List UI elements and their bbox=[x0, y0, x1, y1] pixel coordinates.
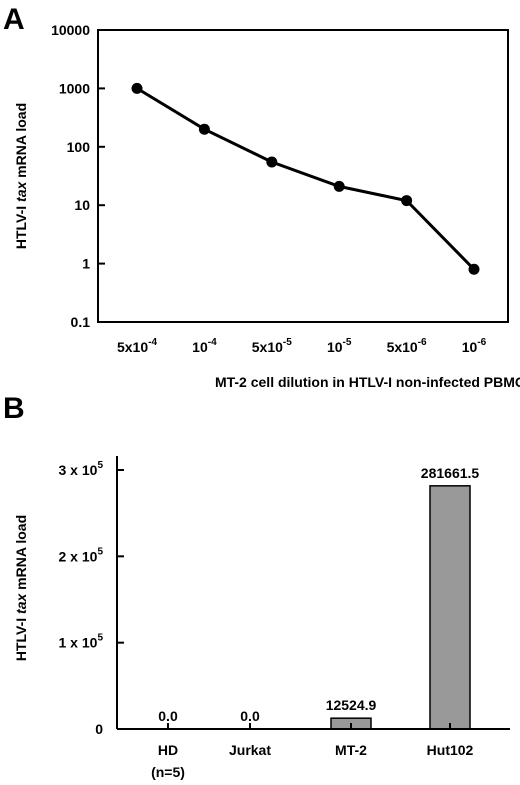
category-label-b: Hut102 bbox=[427, 742, 474, 758]
category-label-b: Jurkat bbox=[229, 742, 271, 758]
data-points-a bbox=[131, 82, 480, 275]
x-tick-base-a: 10 bbox=[327, 339, 343, 355]
y-axis-label-b: HTLV-I tax mRNA load bbox=[13, 515, 29, 661]
data-point-a bbox=[333, 180, 345, 192]
x-tick-label-a: 10-6 bbox=[462, 337, 487, 355]
data-point-a bbox=[401, 195, 413, 207]
y-tick-exp-b: 5 bbox=[97, 633, 103, 644]
y-tick-exp-b: 5 bbox=[97, 460, 103, 471]
x-tick-exp-a: -5 bbox=[283, 337, 292, 348]
data-point-a bbox=[131, 82, 143, 94]
y-axis-label-a-post: mRNA load bbox=[13, 103, 29, 182]
data-point-a bbox=[266, 156, 278, 168]
data-point-a bbox=[198, 123, 210, 135]
y-tick-label-a: 100 bbox=[67, 139, 91, 155]
x-tick-base-a: 5x10 bbox=[252, 339, 283, 355]
y-tick-base-b: 3 x 10 bbox=[59, 462, 98, 478]
x-tick-label-a: 5x10-6 bbox=[387, 337, 427, 355]
panel-letter-a: A bbox=[3, 3, 25, 36]
x-tick-label-a: 10-4 bbox=[192, 337, 217, 355]
data-label-b: 281661.5 bbox=[421, 465, 480, 481]
y-tick-label-b: 2 x 105 bbox=[59, 546, 104, 564]
panel-letter-b: B bbox=[3, 392, 25, 425]
x-tick-exp-a: -6 bbox=[477, 337, 486, 348]
y-axis-label-b-post: mRNA load bbox=[13, 515, 29, 594]
x-tick-exp-a: -4 bbox=[208, 337, 217, 348]
y-tick-label-b: 3 x 105 bbox=[59, 460, 104, 478]
y-tick-label-a: 10 bbox=[74, 197, 90, 213]
y-tick-label-a: 0.1 bbox=[71, 314, 91, 330]
x-tick-base-a: 5x10 bbox=[387, 339, 418, 355]
category-label-b: MT-2 bbox=[335, 742, 367, 758]
x-tick-exp-a: -6 bbox=[418, 337, 427, 348]
y-tick-label-a: 10000 bbox=[51, 22, 90, 38]
x-tick-exp-a: -5 bbox=[343, 337, 352, 348]
x-axis-label-a: MT-2 cell dilution in HTLV-I non-infecte… bbox=[215, 374, 520, 390]
bar-hut102 bbox=[429, 485, 471, 730]
x-tick-base-a: 5x10 bbox=[117, 339, 148, 355]
data-point-a bbox=[468, 263, 480, 275]
y-tick-base-b: 2 x 10 bbox=[59, 548, 98, 564]
y-tick-base-b: 1 x 10 bbox=[59, 635, 98, 651]
data-label-b: 0.0 bbox=[158, 708, 178, 724]
x-tick-label-a: 5x10-4 bbox=[117, 337, 157, 355]
y-axis-label-a-ital: tax bbox=[13, 180, 29, 201]
y-axis-label-a: HTLV-I tax mRNA load bbox=[13, 103, 29, 249]
x-ticks-b: HD (n=5) Jurkat MT-2 Hut102 bbox=[151, 723, 474, 780]
bars-b: 0.0 0.0 12524.9 281661.5 bbox=[158, 465, 480, 730]
x-ticks-a: 5x10-4 10-4 5x10-5 10-5 5x10-6 10-6 bbox=[117, 337, 487, 355]
y-tick-exp-b: 5 bbox=[97, 546, 103, 557]
category-label-b: HD bbox=[158, 742, 178, 758]
y-axis-label-b-ital: tax bbox=[13, 592, 29, 613]
category-sublabel-b: (n=5) bbox=[151, 764, 185, 780]
y-tick-label-a: 1000 bbox=[59, 80, 90, 96]
y-ticks-a: 10000 1000 100 10 1 0.1 bbox=[51, 22, 105, 330]
x-tick-label-a: 5x10-5 bbox=[252, 337, 292, 355]
x-tick-label-a: 10-5 bbox=[327, 337, 352, 355]
data-label-b: 12524.9 bbox=[326, 697, 377, 713]
series-line-a bbox=[136, 87, 476, 271]
plot-area-a bbox=[97, 29, 509, 323]
y-tick-label-b: 1 x 105 bbox=[59, 633, 104, 651]
data-label-b: 0.0 bbox=[240, 708, 260, 724]
y-tick-label-a: 1 bbox=[82, 256, 90, 272]
y-axis-label-a-pre: HTLV-I bbox=[13, 202, 29, 249]
x-tick-exp-a: -4 bbox=[148, 337, 157, 348]
x-tick-base-a: 10 bbox=[192, 339, 208, 355]
y-axis-label-b-pre: HTLV-I bbox=[13, 614, 29, 661]
x-tick-base-a: 10 bbox=[462, 339, 478, 355]
y-tick-base-b: 0 bbox=[95, 721, 103, 737]
y-tick-label-b: 0 bbox=[95, 721, 103, 737]
